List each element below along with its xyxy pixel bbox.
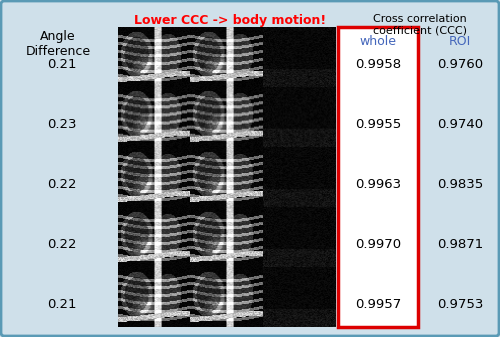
Text: 0.21: 0.21 <box>47 299 77 311</box>
Text: Cross correlation
coefficient (CCC): Cross correlation coefficient (CCC) <box>373 14 467 36</box>
Text: 0.9753: 0.9753 <box>437 299 483 311</box>
Text: 0.9740: 0.9740 <box>437 119 483 131</box>
Bar <box>338 27 418 327</box>
Text: 0.9835: 0.9835 <box>437 179 483 191</box>
Text: ROI: ROI <box>449 35 471 48</box>
Text: 0.23: 0.23 <box>47 119 77 131</box>
Bar <box>118 27 335 327</box>
Text: whole: whole <box>360 35 397 48</box>
Text: 0.9970: 0.9970 <box>355 239 401 251</box>
Text: 0.9958: 0.9958 <box>355 59 401 71</box>
Text: Lower CCC -> body motion!: Lower CCC -> body motion! <box>134 14 326 27</box>
Text: 0.9955: 0.9955 <box>355 119 401 131</box>
Text: 0.22: 0.22 <box>47 179 77 191</box>
Text: 0.21: 0.21 <box>47 59 77 71</box>
Text: 0.9957: 0.9957 <box>355 299 401 311</box>
Text: 0.9871: 0.9871 <box>437 239 483 251</box>
Text: 0.9963: 0.9963 <box>355 179 401 191</box>
Text: Angle
Difference: Angle Difference <box>26 30 90 58</box>
Text: 0.9760: 0.9760 <box>437 59 483 71</box>
Text: 0.22: 0.22 <box>47 239 77 251</box>
